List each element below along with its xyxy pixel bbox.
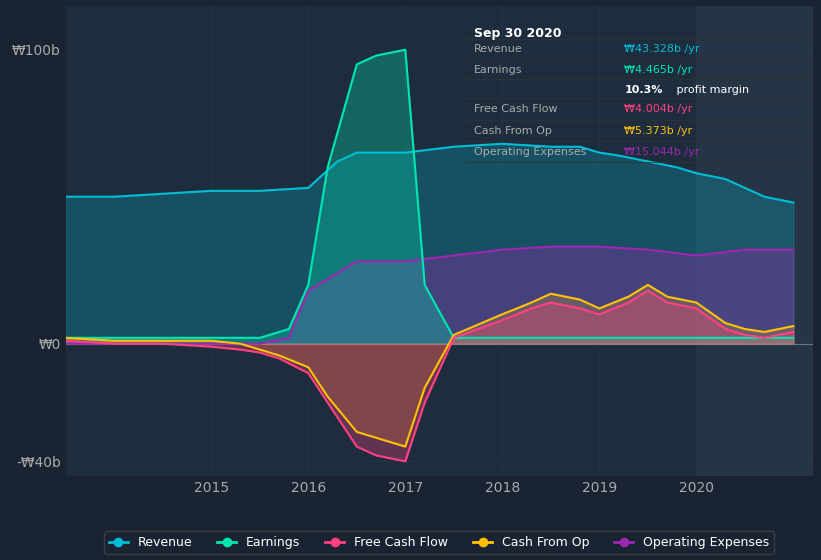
Text: Operating Expenses: Operating Expenses bbox=[475, 147, 587, 157]
Text: Sep 30 2020: Sep 30 2020 bbox=[475, 27, 562, 40]
Text: Revenue: Revenue bbox=[475, 44, 523, 54]
Text: ₩4.465b /yr: ₩4.465b /yr bbox=[624, 65, 693, 75]
Text: ₩4.004b /yr: ₩4.004b /yr bbox=[624, 105, 693, 114]
Text: Earnings: Earnings bbox=[475, 65, 523, 75]
Bar bbox=[696, 6, 813, 476]
Text: Cash From Op: Cash From Op bbox=[475, 125, 553, 136]
Text: 10.3%: 10.3% bbox=[624, 85, 663, 95]
Text: Free Cash Flow: Free Cash Flow bbox=[475, 105, 558, 114]
Text: ₩15.044b /yr: ₩15.044b /yr bbox=[624, 147, 699, 157]
Text: ₩43.328b /yr: ₩43.328b /yr bbox=[624, 44, 699, 54]
Legend: Revenue, Earnings, Free Cash Flow, Cash From Op, Operating Expenses: Revenue, Earnings, Free Cash Flow, Cash … bbox=[104, 531, 774, 554]
Text: profit margin: profit margin bbox=[673, 85, 750, 95]
Text: ₩5.373b /yr: ₩5.373b /yr bbox=[624, 125, 693, 136]
